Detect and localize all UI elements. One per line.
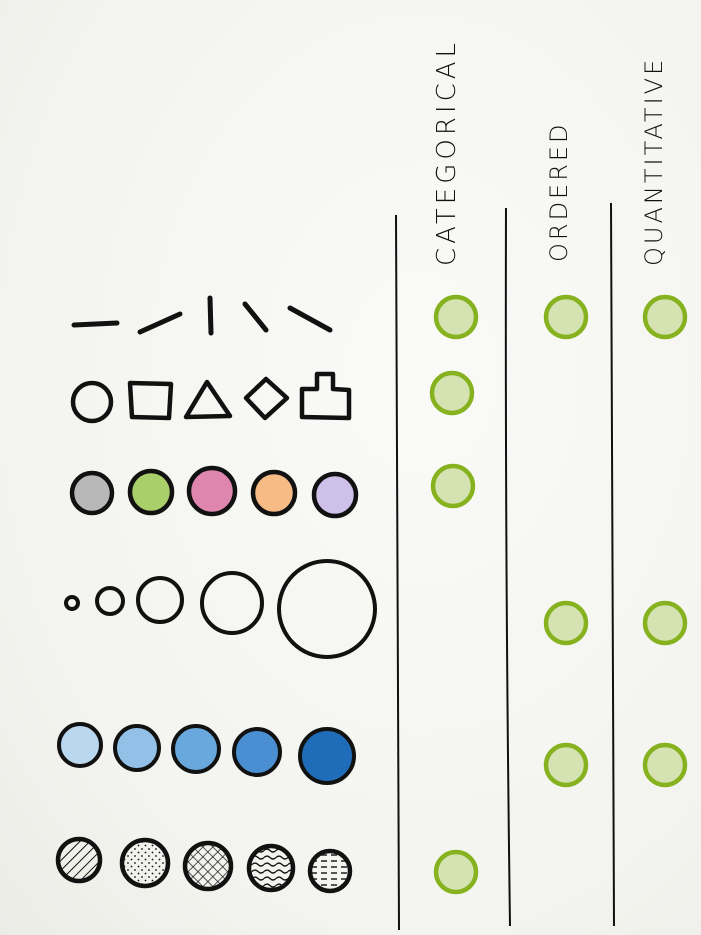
shape-diamond	[243, 376, 290, 421]
size-5	[277, 559, 377, 659]
hue-marks	[69, 465, 359, 519]
hue-orange	[250, 469, 298, 517]
shape-marks	[70, 371, 352, 424]
orientation-diagonal-up	[137, 311, 183, 335]
divider-line-3	[610, 202, 615, 927]
lightness-3	[171, 724, 221, 774]
texture-crosshatch	[182, 840, 234, 892]
texture-hatch	[55, 836, 103, 884]
shape-circle	[70, 380, 114, 424]
hue-pink	[186, 465, 238, 517]
shape-cross-block	[299, 371, 352, 421]
check-orientation-categorical	[433, 294, 479, 340]
lightness-1	[57, 722, 103, 768]
check-texture-categorical	[433, 849, 479, 895]
check-hue-categorical	[430, 463, 476, 509]
check-size-ordered	[543, 600, 589, 646]
size-1	[64, 595, 80, 611]
size-3	[136, 576, 184, 624]
shape-square	[127, 380, 174, 421]
texture-dots	[119, 837, 171, 889]
lightness-2	[113, 724, 161, 772]
size-2	[95, 586, 125, 616]
texture-dashes	[307, 848, 353, 894]
check-orientation-ordered	[543, 294, 589, 340]
orientation-shallow-down	[287, 305, 333, 333]
orientation-steep-down	[242, 301, 269, 333]
hue-gray	[69, 470, 115, 516]
lightness-marks	[57, 722, 356, 785]
check-lightness-ordered	[543, 742, 589, 788]
check-shape-categorical	[429, 370, 475, 416]
check-orientation-quantitative	[642, 294, 688, 340]
size-marks	[64, 559, 377, 659]
texture-marks	[55, 836, 353, 894]
texture-waves	[246, 843, 296, 893]
divider-line-2	[504, 207, 511, 927]
orientation-horizontal	[71, 320, 120, 328]
lightness-4	[232, 727, 282, 777]
orientation-marks	[71, 295, 333, 336]
lightness-5	[298, 727, 356, 785]
hue-lavender	[311, 471, 359, 519]
hue-green	[127, 468, 175, 516]
orientation-vertical	[207, 295, 214, 336]
shape-triangle	[183, 379, 233, 420]
applicability-checks	[429, 294, 688, 895]
divider-line-1	[395, 214, 400, 931]
check-size-quantitative	[642, 600, 688, 646]
check-lightness-quantitative	[642, 742, 688, 788]
size-4	[200, 571, 264, 635]
